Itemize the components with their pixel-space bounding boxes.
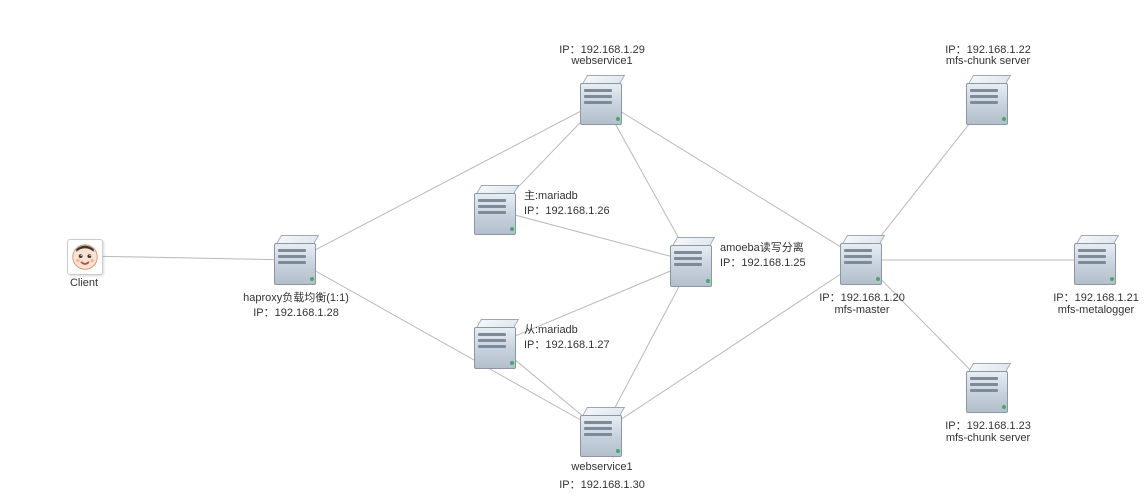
edge-haproxy-web1 bbox=[296, 100, 602, 260]
node-chunk2 bbox=[966, 363, 1010, 413]
label-mariadb_m-right-0: 主:mariadb bbox=[524, 187, 578, 203]
label-chunk2-below-1: mfs-chunk server bbox=[908, 432, 1068, 444]
server-icon bbox=[580, 407, 624, 457]
node-client bbox=[67, 239, 103, 275]
node-mfs_master bbox=[840, 235, 884, 285]
node-mariadb_s bbox=[474, 319, 518, 369]
node-web2 bbox=[580, 407, 624, 457]
client-icon bbox=[67, 239, 103, 275]
label-metalogger-below-0: IP：192.168.1.21 bbox=[1016, 289, 1147, 305]
label-amoeba-right-1: IP：192.168.1.25 bbox=[720, 254, 806, 270]
label-client-below-0: Client bbox=[4, 277, 164, 289]
label-mariadb_m-right-1: IP：192.168.1.26 bbox=[524, 202, 610, 218]
node-web1 bbox=[580, 75, 624, 125]
server-icon bbox=[840, 235, 884, 285]
label-haproxy-below-1: IP：192.168.1.28 bbox=[216, 304, 376, 320]
label-amoeba-right-0: amoeba读写分离 bbox=[720, 239, 804, 255]
node-mariadb_m bbox=[474, 185, 518, 235]
server-icon bbox=[966, 75, 1010, 125]
node-haproxy bbox=[274, 235, 318, 285]
server-icon bbox=[966, 363, 1010, 413]
server-icon bbox=[274, 235, 318, 285]
label-haproxy-below-0: haproxy负载均衡(1:1) bbox=[216, 289, 376, 305]
label-mfs_master-below-0: IP：192.168.1.20 bbox=[782, 289, 942, 305]
server-icon bbox=[474, 185, 518, 235]
label-mfs_master-below-1: mfs-master bbox=[782, 304, 942, 316]
label-mariadb_s-right-1: IP：192.168.1.27 bbox=[524, 336, 610, 352]
server-icon bbox=[1074, 235, 1118, 285]
node-metalogger bbox=[1074, 235, 1118, 285]
label-web1-above-1: webservice1 bbox=[522, 55, 682, 67]
server-icon bbox=[580, 75, 624, 125]
label-web2-below-1: IP：192.168.1.30 bbox=[522, 476, 682, 492]
server-icon bbox=[670, 237, 714, 287]
edge-client-haproxy bbox=[84, 256, 296, 260]
label-chunk1-above-1: mfs-chunk server bbox=[908, 55, 1068, 67]
label-mariadb_s-right-0: 从:mariadb bbox=[524, 321, 578, 337]
node-amoeba bbox=[670, 237, 714, 287]
label-chunk2-below-0: IP：192.168.1.23 bbox=[908, 417, 1068, 433]
label-web2-below-0: webservice1 bbox=[522, 461, 682, 473]
server-icon bbox=[474, 319, 518, 369]
edge-web1-mfs_master bbox=[602, 100, 862, 260]
edge-web2-mfs_master bbox=[602, 260, 862, 432]
diagram-canvas: Client haproxy负载均衡(1:1)IP：192.168.1.28 IP：… bbox=[0, 0, 1147, 500]
node-chunk1 bbox=[966, 75, 1010, 125]
label-metalogger-below-1: mfs-metalogger bbox=[1016, 304, 1147, 316]
